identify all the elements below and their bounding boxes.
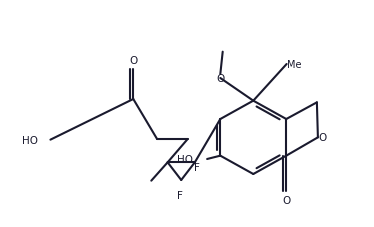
- Text: F: F: [177, 190, 183, 200]
- Text: Me: Me: [286, 60, 301, 70]
- Text: O: O: [282, 195, 290, 205]
- Text: HO: HO: [22, 135, 39, 145]
- Text: HO: HO: [177, 154, 193, 164]
- Text: F: F: [194, 163, 200, 173]
- Text: O: O: [216, 74, 224, 84]
- Text: O: O: [129, 56, 137, 66]
- Text: O: O: [318, 133, 326, 143]
